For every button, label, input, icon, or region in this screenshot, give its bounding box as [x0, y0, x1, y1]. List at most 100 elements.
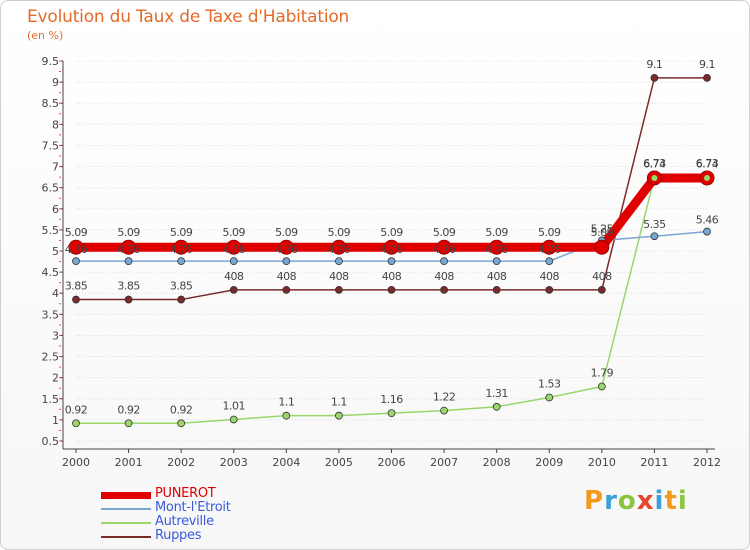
data-label-mont-l-etroit: 5.25: [591, 222, 614, 235]
data-label-autreville: 1.31: [485, 387, 508, 400]
point-mont-l-etroit: [335, 257, 343, 266]
data-label-ruppes: 408: [224, 270, 244, 283]
data-label-ruppes: 408: [277, 270, 297, 283]
point-ruppes: [72, 295, 80, 304]
data-label-mont-l-etroit: 4.76: [170, 243, 193, 256]
data-label-autreville: 1.01: [223, 399, 246, 412]
data-label-mont-l-etroit: 5.35: [643, 218, 666, 231]
point-punerot: [68, 239, 84, 255]
data-label-ruppes: 3.85: [170, 280, 193, 293]
x-tick-label: 2010: [588, 456, 616, 469]
data-label-mont-l-etroit: 4.76: [223, 243, 246, 256]
data-label-mont-l-etroit: 4.76: [433, 243, 456, 256]
point-mont-l-etroit: [177, 257, 186, 266]
data-label-punerot: 5.09: [117, 226, 140, 239]
chart-subtitle: (en %): [27, 29, 64, 42]
point-autreville: [177, 419, 186, 428]
data-label-punerot: 5.09: [170, 226, 193, 239]
legend-label-punerot: PUNEROT: [155, 486, 216, 501]
y-tick-label: 4.5: [42, 266, 60, 279]
x-tick-label: 2006: [378, 456, 406, 469]
point-mont-l-etroit: [72, 257, 80, 266]
point-mont-l-etroit: [703, 227, 711, 236]
data-label-autreville: 0.92: [65, 403, 88, 416]
y-tick-label: 8: [52, 118, 59, 131]
point-ruppes: [650, 73, 659, 82]
data-label-punerot: 5.09: [433, 226, 456, 239]
legend-item-punerot[interactable]: PUNEROT: [101, 486, 301, 502]
point-ruppes: [597, 285, 606, 294]
data-label-autreville: 6.74: [643, 158, 666, 171]
point-punerot: [384, 239, 399, 255]
legend-swatch-autreville: [101, 522, 151, 524]
legend-item-ruppes[interactable]: Ruppes: [101, 528, 301, 544]
point-punerot: [436, 239, 452, 255]
x-tick-label: 2009: [535, 456, 563, 469]
point-ruppes: [282, 285, 291, 294]
data-label-autreville: 1.16: [380, 393, 403, 406]
point-overlap-center: [704, 174, 710, 181]
x-tick-label: 2002: [167, 456, 195, 469]
data-label-punerot: 6.73: [643, 157, 666, 170]
data-label-mont-l-etroit: 4.76: [275, 243, 298, 256]
point-ruppes: [703, 73, 711, 82]
point-ruppes: [387, 285, 396, 294]
y-tick-label: 9.5: [42, 55, 60, 68]
data-label-punerot: 5.09: [275, 226, 298, 239]
legend-label-ruppes: Ruppes: [155, 528, 202, 543]
data-label-mont-l-etroit: 4.76: [117, 243, 140, 256]
point-autreville: [335, 411, 343, 420]
point-autreville: [72, 419, 80, 428]
point-punerot: [489, 239, 505, 255]
x-tick-label: 2007: [430, 456, 458, 469]
point-mont-l-etroit: [650, 232, 659, 241]
point-mont-l-etroit: [440, 257, 448, 266]
legend-swatch-punerot: [101, 492, 151, 499]
point-ruppes: [124, 295, 133, 304]
legend-swatch-ruppes: [101, 536, 151, 538]
logo-letter: i: [654, 486, 665, 516]
legend-label-autreville: Autreville: [155, 514, 214, 529]
y-tick-label: 5: [52, 245, 59, 258]
data-label-punerot: 5.09: [328, 226, 351, 239]
y-tick-label: 6.5: [42, 182, 60, 195]
y-tick-label: 4: [52, 287, 59, 300]
point-autreville: [124, 419, 133, 428]
data-label-punerot: 5.09: [223, 226, 246, 239]
point-ruppes: [335, 285, 343, 294]
legend-label-mont-l-etroit: Mont-l'Etroit: [155, 500, 231, 515]
x-tick-label: 2012: [693, 456, 721, 469]
logo-letter: r: [604, 486, 618, 516]
data-label-autreville: 1.79: [591, 367, 614, 380]
data-label-ruppes: 9.1: [646, 58, 662, 71]
point-mont-l-etroit: [492, 257, 501, 266]
point-mont-l-etroit: [387, 257, 396, 266]
legend-item-autreville[interactable]: Autreville: [101, 514, 301, 530]
data-label-mont-l-etroit: 4.76: [65, 243, 88, 256]
point-autreville: [229, 415, 238, 424]
series-line-autreville: [76, 176, 707, 425]
point-autreville: [387, 409, 396, 418]
y-tick-label: 3: [52, 329, 59, 342]
data-label-autreville: 6.74: [696, 158, 719, 171]
y-tick-label: 7: [52, 161, 59, 174]
data-label-ruppes: 3.85: [117, 280, 140, 293]
point-autreville: [440, 406, 448, 415]
point-mont-l-etroit: [229, 257, 238, 266]
point-mont-l-etroit: [282, 257, 291, 266]
point-punerot: [173, 239, 189, 255]
data-label-mont-l-etroit: 4.76: [328, 243, 351, 256]
y-tick-label: 7.5: [42, 139, 60, 152]
data-label-ruppes: 3.85: [65, 280, 88, 293]
data-label-autreville: 1.1: [278, 396, 294, 409]
data-label-punerot: 5.09: [485, 226, 508, 239]
data-label-ruppes: 408: [487, 270, 507, 283]
point-punerot: [121, 239, 137, 255]
x-tick-label: 2004: [272, 456, 300, 469]
x-tick-label: 2001: [115, 456, 143, 469]
legend-item-mont-l-etroit[interactable]: Mont-l'Etroit: [101, 500, 301, 516]
point-ruppes: [545, 285, 554, 294]
x-tick-label: 2000: [62, 456, 90, 469]
data-label-punerot: 5.09: [591, 226, 614, 239]
